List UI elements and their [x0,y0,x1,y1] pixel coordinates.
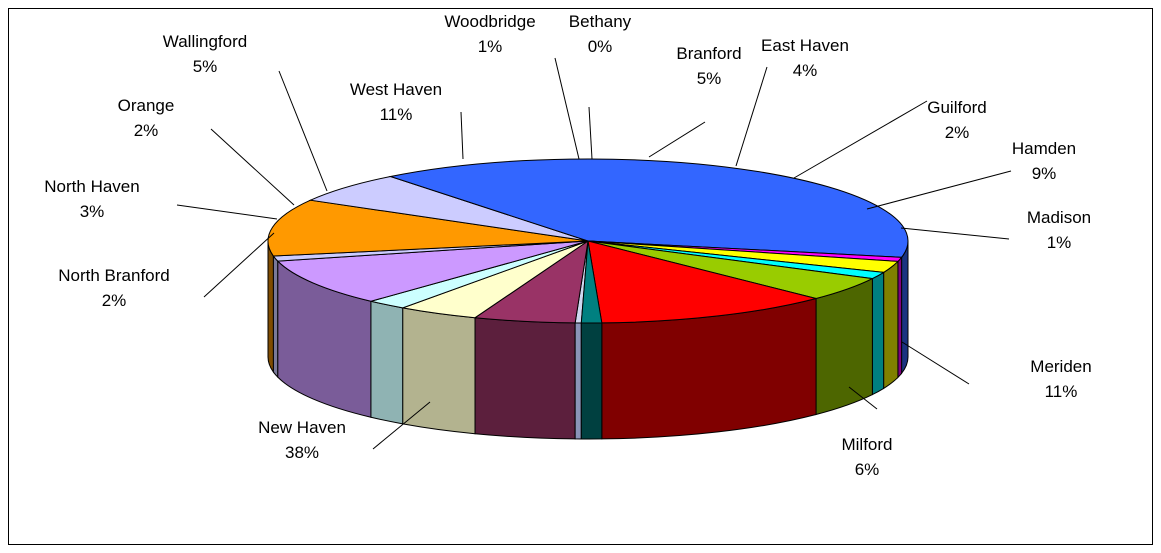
leader-line-meriden [901,341,970,385]
slice-name-hamden: Hamden [1012,139,1076,158]
leader-line-orange [210,128,295,206]
slice-percent-guilford: 2% [945,123,970,142]
slice-side-meriden [267,240,274,374]
slice-side-woodbridge [580,322,603,440]
slice-side-guilford [370,300,404,425]
slice-percent-branford: 5% [697,69,722,88]
slice-name-wallingford: Wallingford [163,32,247,51]
slice-percent-west-haven: 11% [380,105,413,124]
slice-meriden [267,199,589,257]
slice-name-north-branford: North Branford [58,266,170,285]
leader-line-west-haven [460,111,464,160]
slice-name-madison: Madison [1027,208,1091,227]
leader-line-north-haven [176,204,278,220]
slice-new-haven [388,158,909,258]
slice-milford [308,175,589,242]
leader-line-madison [900,227,1010,240]
slice-side-wallingford [815,277,873,416]
slice-side-madison [272,254,279,379]
slice-name-north-haven: North Haven [44,177,139,196]
leader-line-wallingford [278,70,328,192]
slice-west-haven [587,240,817,324]
slice-name-meriden: Meriden [1030,357,1091,376]
leader-lines [176,57,1012,450]
slice-percent-east-haven: 4% [793,61,818,80]
slice-percent-orange: 2% [134,121,159,140]
slice-side-new-haven [901,240,909,375]
slice-side-bethany [574,322,582,440]
slice-name-branford: Branford [676,44,741,63]
chart-frame: Bethany 0% Branford 5% East Haven 4% Guilford 2… [8,8,1153,545]
leader-line-bethany [588,106,593,160]
slice-name-bethany: Bethany [569,12,632,31]
slice-percent-north-branford: 2% [102,291,127,310]
pie-tops [267,158,909,324]
slice-percent-milford: 6% [855,460,880,479]
slice-percent-wallingford: 5% [193,57,218,76]
slice-side-orange [871,271,885,396]
slice-side-east-haven [402,307,476,435]
leader-line-milford [848,386,878,410]
slice-percent-new-haven: 38% [285,443,319,462]
slice-name-woodbridge: Woodbridge [444,12,535,31]
slice-percent-north-haven: 3% [80,202,105,221]
slice-hamden [276,240,589,302]
slice-percent-woodbridge: 1% [478,37,503,56]
slice-side-branford [474,317,576,440]
slice-name-east-haven: East Haven [761,36,849,55]
slice-side-north-haven [883,260,899,390]
leader-line-hamden [866,170,1012,210]
pie-chart: Bethany 0% Branford 5% East Haven 4% Guilford 2… [44,12,1091,479]
slice-name-orange: Orange [118,96,175,115]
slice-percent-meriden: 11% [1045,382,1078,401]
leader-line-branford [648,121,706,158]
slice-name-guilford: Guilford [927,98,987,117]
slice-name-west-haven: West Haven [350,80,442,99]
leader-line-east-haven [735,66,768,167]
leader-line-north-branford [203,232,275,298]
leader-line-guilford [793,100,928,179]
slice-woodbridge [580,240,603,324]
slice-name-milford: Milford [841,435,892,454]
slice-percent-bethany: 0% [588,37,613,56]
slice-percent-madison: 1% [1047,233,1072,252]
slice-percent-hamden: 9% [1032,164,1057,183]
slice-name-new-haven: New Haven [258,418,346,437]
leader-line-woodbridge [554,57,580,160]
leader-line-new-haven [372,401,431,450]
slice-side-north-branford [897,255,903,379]
pie-sides [267,240,909,440]
slice-labels: Bethany 0% Branford 5% East Haven 4% Guilford 2… [44,12,1091,479]
